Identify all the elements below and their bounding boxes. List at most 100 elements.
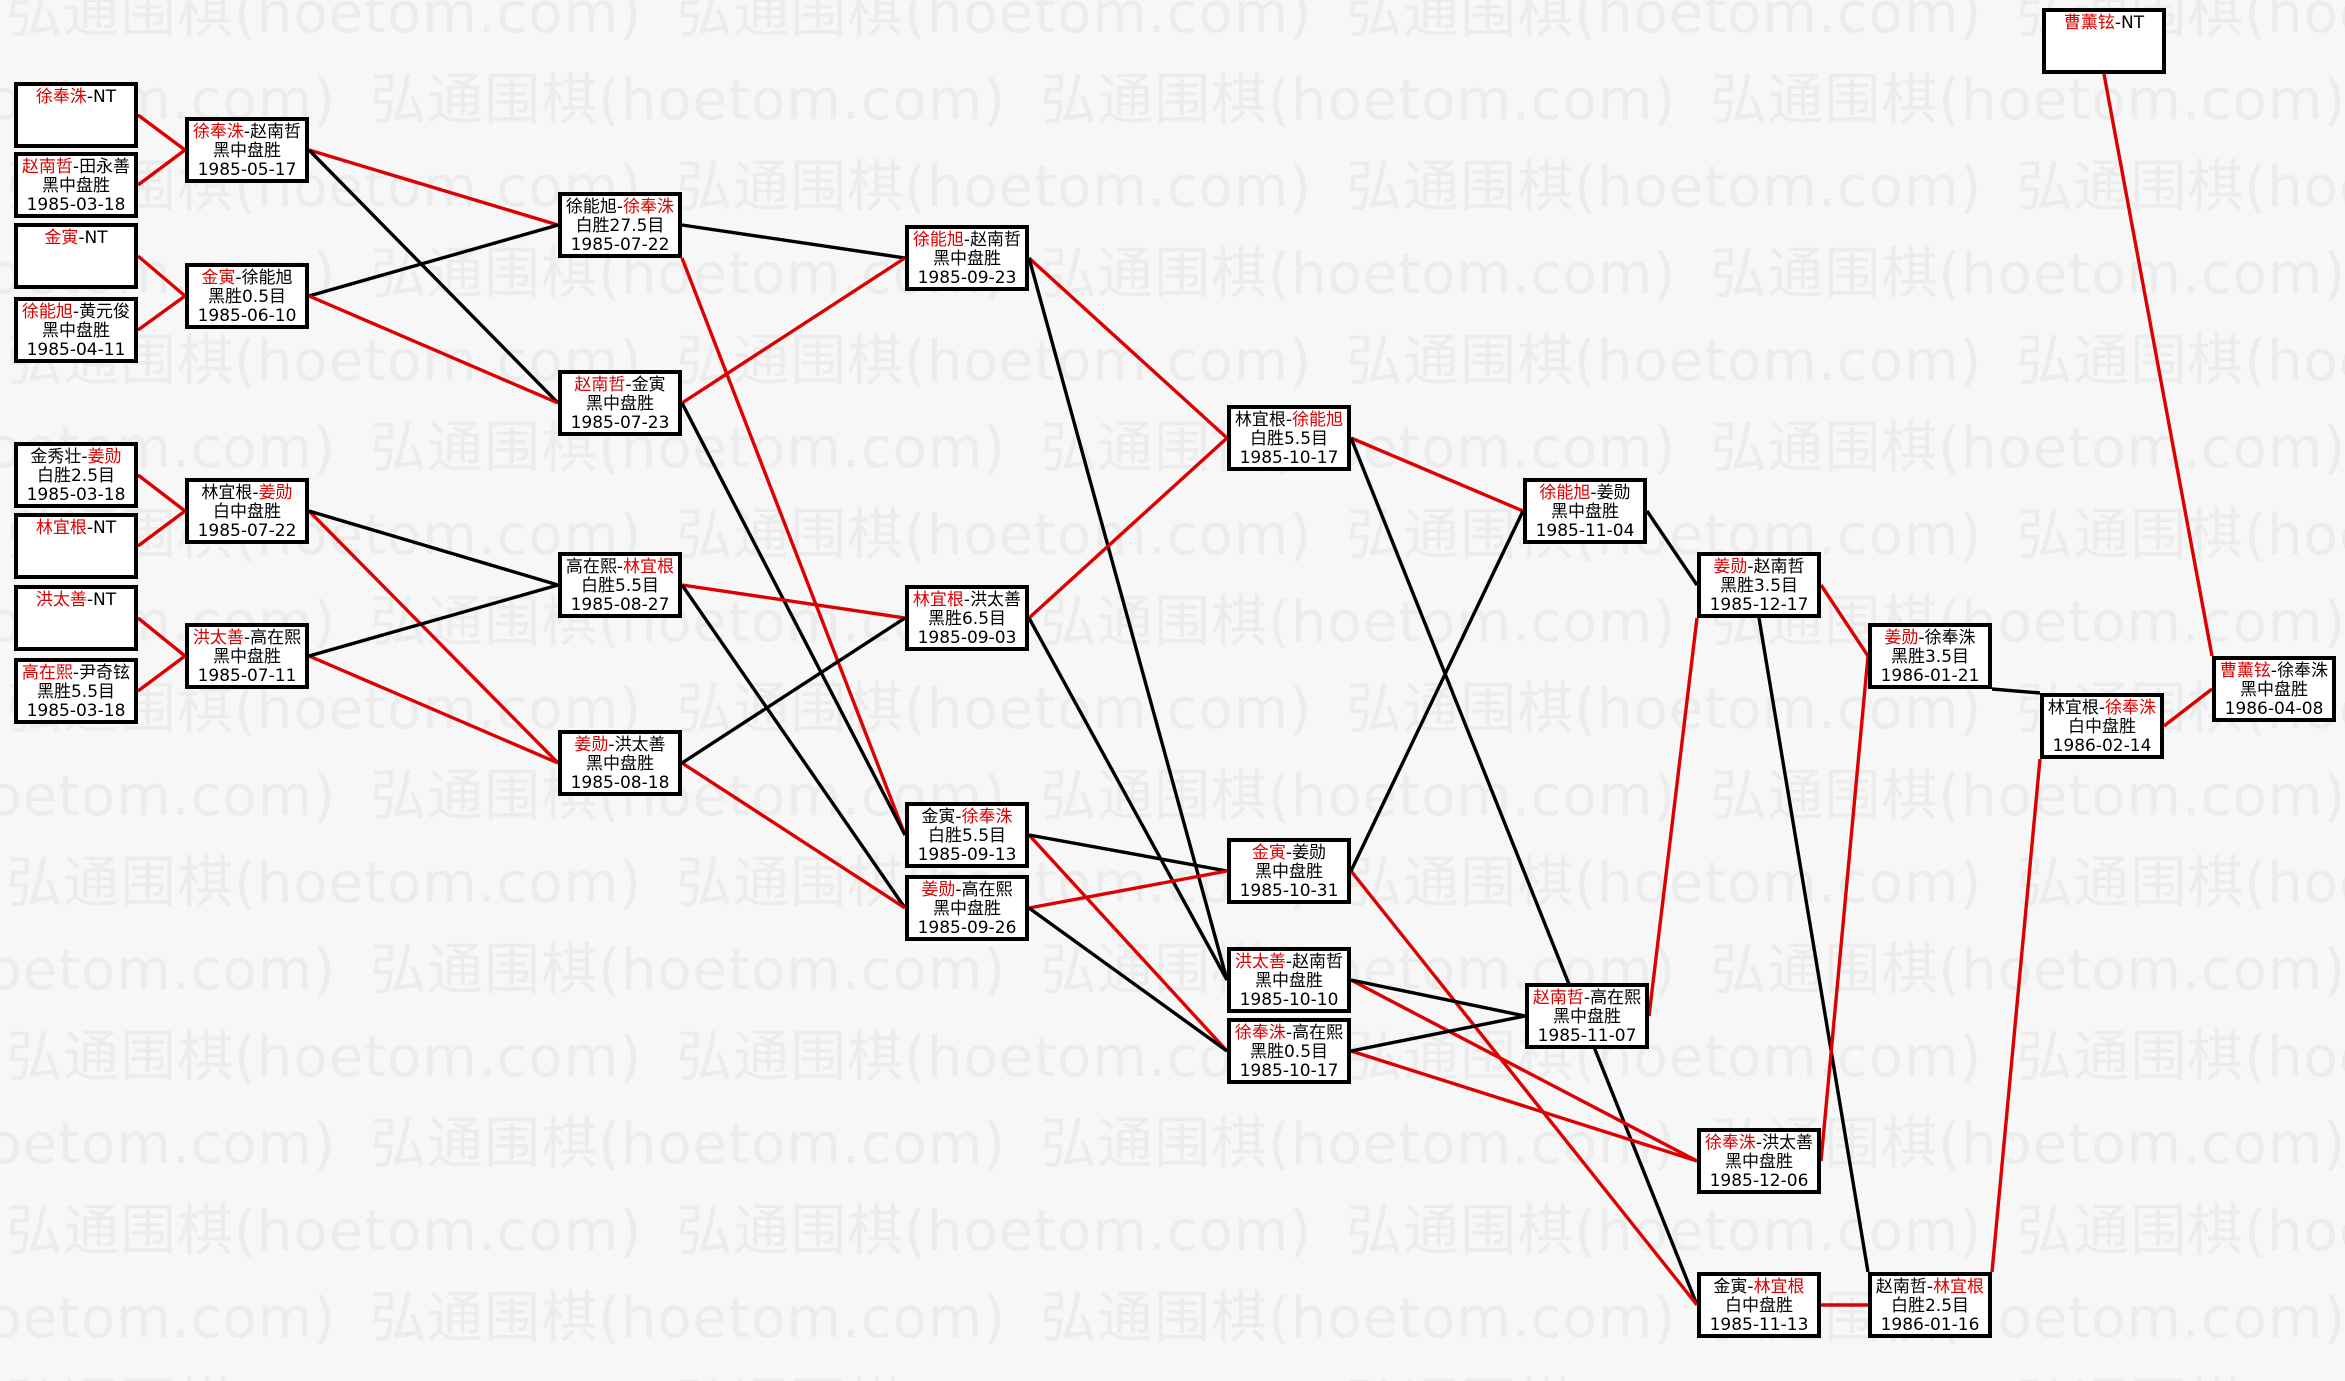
game-box-H2[interactable]: 赵南哲-林宜根 白胜2.5目 1986-01-16 — [1868, 1272, 1992, 1338]
matchup-line: 徐能旭-姜勋 — [1527, 484, 1643, 503]
player-name-left: 徐能旭 — [1539, 483, 1591, 503]
watermark-text: 弘通围棋(hoetom.com) — [1040, 416, 1677, 481]
game-box-B4[interactable]: 洪太善-高在熙 黑中盘胜 1985-07-11 — [185, 623, 309, 689]
game-date: 1985-12-06 — [1709, 1171, 1809, 1191]
result-text: 黑中盘胜 — [42, 321, 110, 341]
game-box-E2[interactable]: 金寅-姜勋 黑中盘胜 1985-10-31 — [1227, 838, 1351, 904]
path-line-A7-B4-red — [136, 616, 187, 658]
matchup-line: 姜勋-徐奉洙 — [1872, 629, 1988, 648]
watermark-text: 弘通围棋(hoetom.com) — [676, 1199, 1313, 1264]
player-name-left: 高在熙 — [21, 663, 73, 683]
matchup-line: 赵南哲-高在熙 — [1529, 989, 1645, 1008]
path-line-D3-E2-black — [1028, 833, 1228, 873]
result-text: 白中盘胜 — [213, 502, 281, 522]
game-date: 1986-01-16 — [1880, 1315, 1980, 1335]
game-box-A4[interactable]: 徐能旭-黄元俊 黑中盘胜 1985-04-11 — [14, 297, 138, 363]
game-box-A7[interactable]: 洪太善-NT — [14, 585, 138, 651]
player-name-right: 赵南哲 — [1753, 557, 1805, 577]
game-date: 1985-08-27 — [570, 595, 670, 615]
game-box-I1[interactable]: 林宜根-徐奉洙 白中盘胜 1986-02-14 — [2040, 693, 2164, 759]
game-box-G3[interactable]: 金寅-林宜根 白中盘胜 1985-11-13 — [1697, 1272, 1821, 1338]
watermark-text: 弘通围棋(hoetom.com) — [1040, 68, 1677, 133]
matchup-line: 赵南哲-金寅 — [562, 376, 678, 395]
player-name-right: 姜勋 — [1596, 483, 1631, 503]
game-box-F1[interactable]: 徐能旭-姜勋 黑中盘胜 1985-11-04 — [1523, 478, 1647, 544]
player-name-left: 金寅 — [201, 268, 236, 288]
game-box-G1[interactable]: 姜勋-赵南哲 黑胜3.5目 1985-12-17 — [1697, 552, 1821, 618]
name-separator: - — [955, 880, 962, 900]
matchup-line: 徐奉洙-高在熙 — [1231, 1024, 1347, 1043]
game-box-C4[interactable]: 姜勋-洪太善 黑中盘胜 1985-08-18 — [558, 730, 682, 796]
name-separator: - — [86, 590, 94, 610]
matchup-line: 洪太善-高在熙 — [189, 629, 305, 648]
watermark-text: 弘通围棋(hoetom.com) — [1040, 764, 1677, 829]
game-box-D2[interactable]: 林宜根-洪太善 黑胜6.5目 1985-09-03 — [905, 585, 1029, 651]
game-box-G2[interactable]: 徐奉洙-洪太善 黑中盘胜 1985-12-06 — [1697, 1128, 1821, 1194]
path-line-A1-B1-red — [136, 113, 187, 152]
path-line-B4-C4-red — [308, 654, 559, 765]
path-line-C3-D4-black — [680, 584, 907, 909]
game-date: 1985-06-10 — [197, 306, 297, 326]
game-box-F2[interactable]: 赵南哲-高在熙 黑中盘胜 1985-11-07 — [1525, 983, 1649, 1049]
watermark-text: 弘通围棋(hoetom.com) — [676, 1373, 1312, 1381]
player-name-left: 金寅 — [921, 807, 956, 827]
name-separator: - — [2270, 661, 2278, 681]
game-box-D3[interactable]: 金寅-徐奉洙 白胜5.5目 1985-09-13 — [905, 802, 1029, 868]
path-line-C4-D4-red — [681, 761, 906, 910]
game-box-A5[interactable]: 金秀壮-姜勋 白胜2.5目 1985-03-18 — [14, 442, 138, 508]
name-separator: - — [1926, 1277, 1934, 1297]
matchup-line: 徐能旭-黄元俊 — [18, 303, 134, 322]
game-box-C2[interactable]: 赵南哲-金寅 黑中盘胜 1985-07-23 — [558, 370, 682, 436]
game-box-A3[interactable]: 金寅-NT — [14, 223, 138, 289]
game-box-B3[interactable]: 林宜根-姜勋 白中盘胜 1985-07-22 — [185, 478, 309, 544]
game-box-E1[interactable]: 林宜根-徐能旭 白胜5.5目 1985-10-17 — [1227, 405, 1351, 471]
result-text: 黑中盘胜 — [933, 899, 1001, 919]
player-name-right: 洪太善 — [614, 735, 666, 755]
matchup-line: 徐能旭-赵南哲 — [909, 231, 1025, 250]
game-box-D1[interactable]: 徐能旭-赵南哲 黑中盘胜 1985-09-23 — [905, 225, 1029, 291]
game-box-C3[interactable]: 高在熙-林宜根 白胜5.5目 1985-08-27 — [558, 552, 682, 618]
path-line-E3-G2-red — [1350, 978, 1698, 1163]
game-box-D4[interactable]: 姜勋-高在熙 黑中盘胜 1985-09-26 — [905, 875, 1029, 941]
game-box-H1[interactable]: 姜勋-徐奉洙 黑胜3.5目 1986-01-21 — [1868, 623, 1992, 689]
player-name-right: NT — [93, 87, 117, 107]
player-name-left: 徐奉洙 — [35, 87, 87, 107]
name-separator: - — [72, 157, 80, 177]
player-name-right: 金寅 — [631, 375, 666, 395]
player-name-right: 洪太善 — [1762, 1133, 1814, 1153]
path-line-E1-F1-red — [1350, 436, 1524, 513]
game-date: 1985-11-04 — [1535, 521, 1635, 541]
game-box-A1[interactable]: 徐奉洙-NT — [14, 82, 138, 148]
game-box-E3[interactable]: 洪太善-赵南哲 黑中盘胜 1985-10-10 — [1227, 947, 1351, 1013]
game-box-I2[interactable]: 曹薰铉-NT — [2042, 8, 2166, 74]
path-line-H2-I1-red — [1990, 758, 2042, 1273]
watermark-text: 弘通围棋(hoetom.com) — [6, 0, 643, 46]
game-date: 1985-05-17 — [197, 160, 297, 180]
matchup-line: 金寅-林宜根 — [1701, 1278, 1817, 1297]
game-box-C1[interactable]: 徐能旭-徐奉洙 白胜27.5目 1985-07-22 — [558, 192, 682, 258]
game-date: 1985-07-11 — [197, 666, 297, 686]
path-line-E2-G3-red — [1349, 869, 1699, 1307]
player-name-left: 曹薰铉 — [2219, 661, 2271, 681]
game-date: 1985-07-23 — [570, 413, 670, 433]
player-name-left: 林宜根 — [912, 590, 964, 610]
game-box-A6[interactable]: 林宜根-NT — [14, 513, 138, 579]
game-box-B2[interactable]: 金寅-徐能旭 黑胜0.5目 1985-06-10 — [185, 263, 309, 329]
game-box-J1[interactable]: 曹薰铉-徐奉洙 黑中盘胜 1986-04-08 — [2212, 656, 2336, 722]
game-box-A2[interactable]: 赵南哲-田永善 黑中盘胜 1985-03-18 — [14, 152, 138, 218]
game-box-A8[interactable]: 高在熙-尹奇铉 黑胜5.5目 1985-03-18 — [14, 658, 138, 724]
watermark-row: 弘通围棋(hoetom.com)弘通围棋(hoetom.com)弘通围棋(hoe… — [6, 1030, 2345, 1086]
game-box-B1[interactable]: 徐奉洙-赵南哲 黑中盘胜 1985-05-17 — [185, 117, 309, 183]
name-separator: - — [963, 230, 971, 250]
watermark-text: 弘通围棋(hoetom.com) — [1710, 242, 2345, 307]
result-text: 黑中盘胜 — [1551, 502, 1619, 522]
path-line-E3-F2-black — [1350, 978, 1526, 1018]
watermark-text: 弘通围棋(hoetom.com) — [1040, 590, 1677, 655]
path-line-D4-E4-black — [1028, 906, 1228, 1053]
path-line-B3-C4-red — [307, 509, 560, 765]
game-box-E4[interactable]: 徐奉洙-高在熙 黑胜0.5目 1985-10-17 — [1227, 1018, 1351, 1084]
player-name-right: 高在熙 — [250, 628, 302, 648]
matchup-line: 徐能旭-徐奉洙 — [562, 198, 678, 217]
result-text: 黑中盘胜 — [213, 647, 281, 667]
